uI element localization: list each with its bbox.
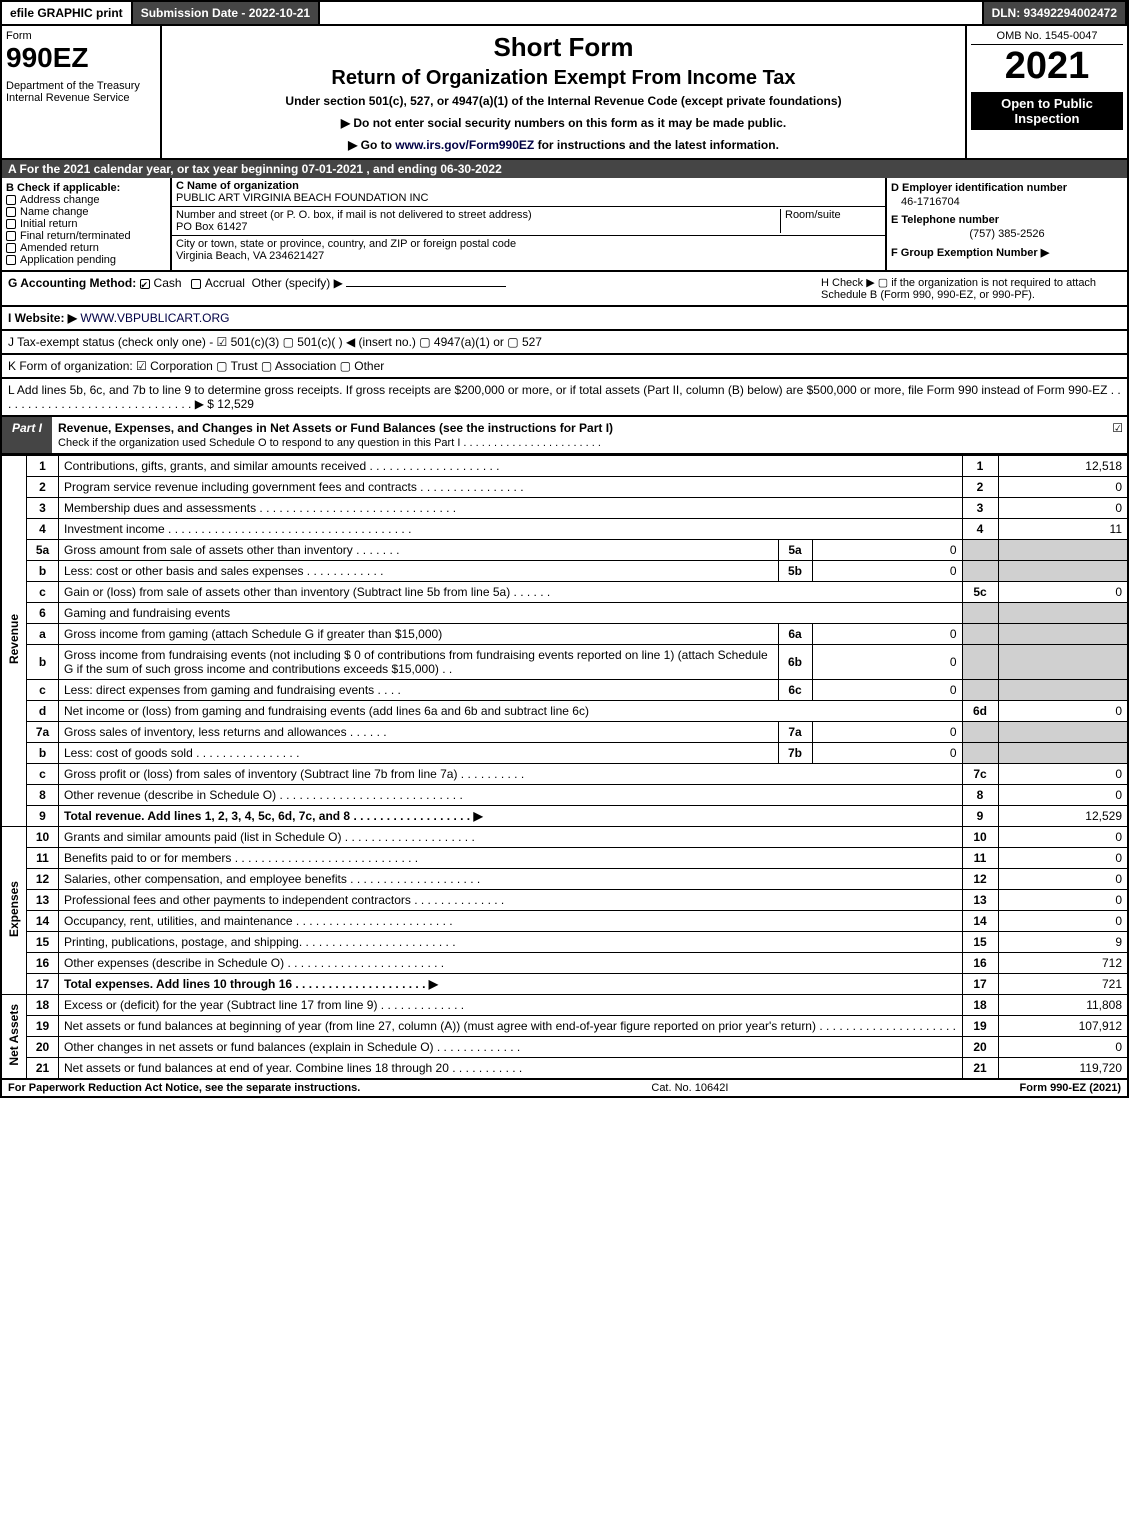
line-1-desc: Contributions, gifts, grants, and simila… [59, 456, 963, 477]
ck-final[interactable]: Final return/terminated [6, 230, 166, 242]
efile-label[interactable]: efile GRAPHIC print [2, 2, 133, 24]
city: Virginia Beach, VA 234621427 [176, 250, 324, 262]
submission-date: Submission Date - 2022-10-21 [133, 2, 320, 24]
top-bar: efile GRAPHIC print Submission Date - 20… [0, 0, 1129, 26]
col-c: C Name of organization PUBLIC ART VIRGIN… [172, 178, 887, 270]
header-mid: Short Form Return of Organization Exempt… [162, 26, 967, 158]
city-cell: City or town, state or province, country… [172, 236, 885, 264]
g-label: G Accounting Method: [8, 276, 136, 290]
col-d: D Employer identification number 46-1716… [887, 178, 1127, 270]
bullet-ssn: ▶ Do not enter social security numbers o… [168, 116, 959, 130]
subtitle: Under section 501(c), 527, or 4947(a)(1)… [168, 94, 959, 108]
omb-number: OMB No. 1545-0047 [971, 30, 1123, 45]
street: PO Box 61427 [176, 221, 248, 233]
part-i-tab: Part I [2, 417, 52, 453]
website-link[interactable]: WWW.VBPUBLICART.ORG [80, 311, 229, 325]
h-text: H Check ▶ ▢ if the organization is not r… [821, 276, 1121, 301]
form-number: 990EZ [6, 42, 156, 74]
open-inspection: Open to Public Inspection [971, 92, 1123, 130]
f-hdr: F Group Exemption Number ▶ [891, 246, 1123, 259]
lines-table: Revenue 1 Contributions, gifts, grants, … [0, 455, 1129, 1079]
tax-year: 2021 [971, 45, 1123, 88]
footer: For Paperwork Reduction Act Notice, see … [0, 1079, 1129, 1098]
ck-accrual[interactable] [191, 279, 201, 289]
bullet-goto: ▶ Go to www.irs.gov/Form990EZ for instru… [168, 138, 959, 152]
line-j: J Tax-exempt status (check only one) - ☑… [0, 331, 1129, 355]
netassets-section: Net Assets [1, 995, 27, 1079]
street-hdr: Number and street (or P. O. box, if mail… [176, 209, 532, 221]
part-i-title: Revenue, Expenses, and Changes in Net As… [52, 417, 1108, 453]
phone: (757) 385-2526 [891, 228, 1123, 240]
ck-pending[interactable]: Application pending [6, 254, 166, 266]
city-hdr: City or town, state or province, country… [176, 238, 516, 250]
line-k: K Form of organization: ☑ Corporation ▢ … [0, 355, 1129, 379]
street-cell: Number and street (or P. O. box, if mail… [172, 207, 885, 236]
footer-right: Form 990-EZ (2021) [1020, 1082, 1121, 1094]
b-header: B Check if applicable: [6, 182, 166, 194]
expenses-section: Expenses [1, 827, 27, 995]
ein: 46-1716704 [901, 196, 1123, 208]
form-label: Form [6, 30, 156, 42]
title-return: Return of Organization Exempt From Incom… [168, 67, 959, 90]
footer-left: For Paperwork Reduction Act Notice, see … [8, 1082, 360, 1094]
line-g-h: G Accounting Method: Cash Accrual Other … [0, 272, 1129, 307]
row-a: A For the 2021 calendar year, or tax yea… [0, 160, 1129, 178]
d-hdr: D Employer identification number [891, 182, 1123, 194]
col-b: B Check if applicable: Address change Na… [2, 178, 172, 270]
section-bcd: B Check if applicable: Address change Na… [0, 178, 1129, 272]
title-short-form: Short Form [168, 32, 959, 63]
header-right: OMB No. 1545-0047 2021 Open to Public In… [967, 26, 1127, 158]
room-suite: Room/suite [781, 209, 881, 233]
footer-mid: Cat. No. 10642I [360, 1082, 1019, 1094]
line-1-val: 12,518 [998, 456, 1128, 477]
ck-name[interactable]: Name change [6, 206, 166, 218]
header-left: Form 990EZ Department of the Treasury In… [2, 26, 162, 158]
form-header: Form 990EZ Department of the Treasury In… [0, 26, 1129, 160]
e-hdr: E Telephone number [891, 214, 1123, 226]
department-label: Department of the Treasury Internal Reve… [6, 80, 156, 104]
ck-initial[interactable]: Initial return [6, 218, 166, 230]
part-i-header: Part I Revenue, Expenses, and Changes in… [0, 417, 1129, 455]
irs-link[interactable]: www.irs.gov/Form990EZ [395, 138, 534, 152]
org-name: PUBLIC ART VIRGINIA BEACH FOUNDATION INC [176, 192, 428, 204]
line-i: I Website: ▶ WWW.VBPUBLICART.ORG [0, 307, 1129, 331]
part-i-check[interactable]: ☑ [1108, 417, 1127, 453]
line-l: L Add lines 5b, 6c, and 7b to line 9 to … [0, 379, 1129, 417]
org-name-cell: C Name of organization PUBLIC ART VIRGIN… [172, 178, 885, 207]
c-hdr: C Name of organization [176, 180, 299, 192]
ck-cash[interactable] [140, 279, 150, 289]
dln-label: DLN: 93492294002472 [984, 2, 1127, 24]
ck-address[interactable]: Address change [6, 194, 166, 206]
ck-amended[interactable]: Amended return [6, 242, 166, 254]
revenue-section: Revenue [1, 456, 27, 827]
